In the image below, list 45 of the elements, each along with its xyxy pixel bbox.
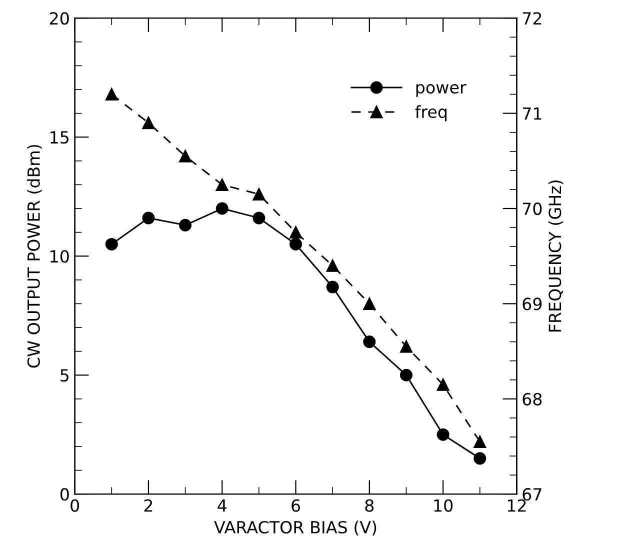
point <box>105 238 118 250</box>
y2-tick-label: 71 <box>522 107 542 120</box>
x-tick-label: 4 <box>218 499 226 512</box>
y-tick-label: 10 <box>50 250 69 263</box>
legend-label: power <box>416 84 466 97</box>
x-tick-label: 8 <box>365 499 374 512</box>
point <box>474 435 486 448</box>
point <box>252 188 266 200</box>
point <box>105 88 118 101</box>
x-tick-label: 10 <box>434 499 453 512</box>
y2-tick-label: 70 <box>522 202 542 216</box>
y2-axis-title: FREQUENCY (GHz) <box>548 180 564 332</box>
point <box>216 178 228 191</box>
point <box>326 259 339 272</box>
x-tick-label: 0 <box>70 499 80 512</box>
point <box>474 452 486 465</box>
x-tick-label: 2 <box>144 499 152 512</box>
point <box>290 238 302 250</box>
y-axis-title: CW OUTPUT POWER (dBm) <box>27 145 42 368</box>
y2-tick-label: 68 <box>522 392 542 406</box>
point <box>216 202 228 215</box>
point <box>436 378 450 391</box>
point <box>179 150 192 162</box>
y2-tick-label: 72 <box>522 12 542 24</box>
point <box>363 297 376 310</box>
point <box>363 336 376 348</box>
y2-tick-label: 69 <box>522 298 542 310</box>
y-tick-label: 0 <box>60 488 69 501</box>
y-tick-label: 5 <box>60 369 68 382</box>
point <box>400 340 412 353</box>
y2-tick-label: 67 <box>522 488 542 501</box>
point <box>179 218 192 232</box>
x-tick-label: 12 <box>508 499 526 512</box>
x-tick-label: 6 <box>292 499 300 512</box>
y-tick-label: 15 <box>50 131 68 144</box>
y-tick-label: 20 <box>50 12 69 25</box>
point <box>436 428 450 441</box>
point <box>326 280 339 294</box>
point <box>142 212 155 224</box>
point <box>252 212 266 224</box>
point <box>400 368 412 382</box>
point <box>142 116 155 130</box>
x-axis-title: VARACTOR BIAS (V) <box>214 520 376 536</box>
point <box>290 226 302 239</box>
legend-label: freq <box>415 105 447 122</box>
